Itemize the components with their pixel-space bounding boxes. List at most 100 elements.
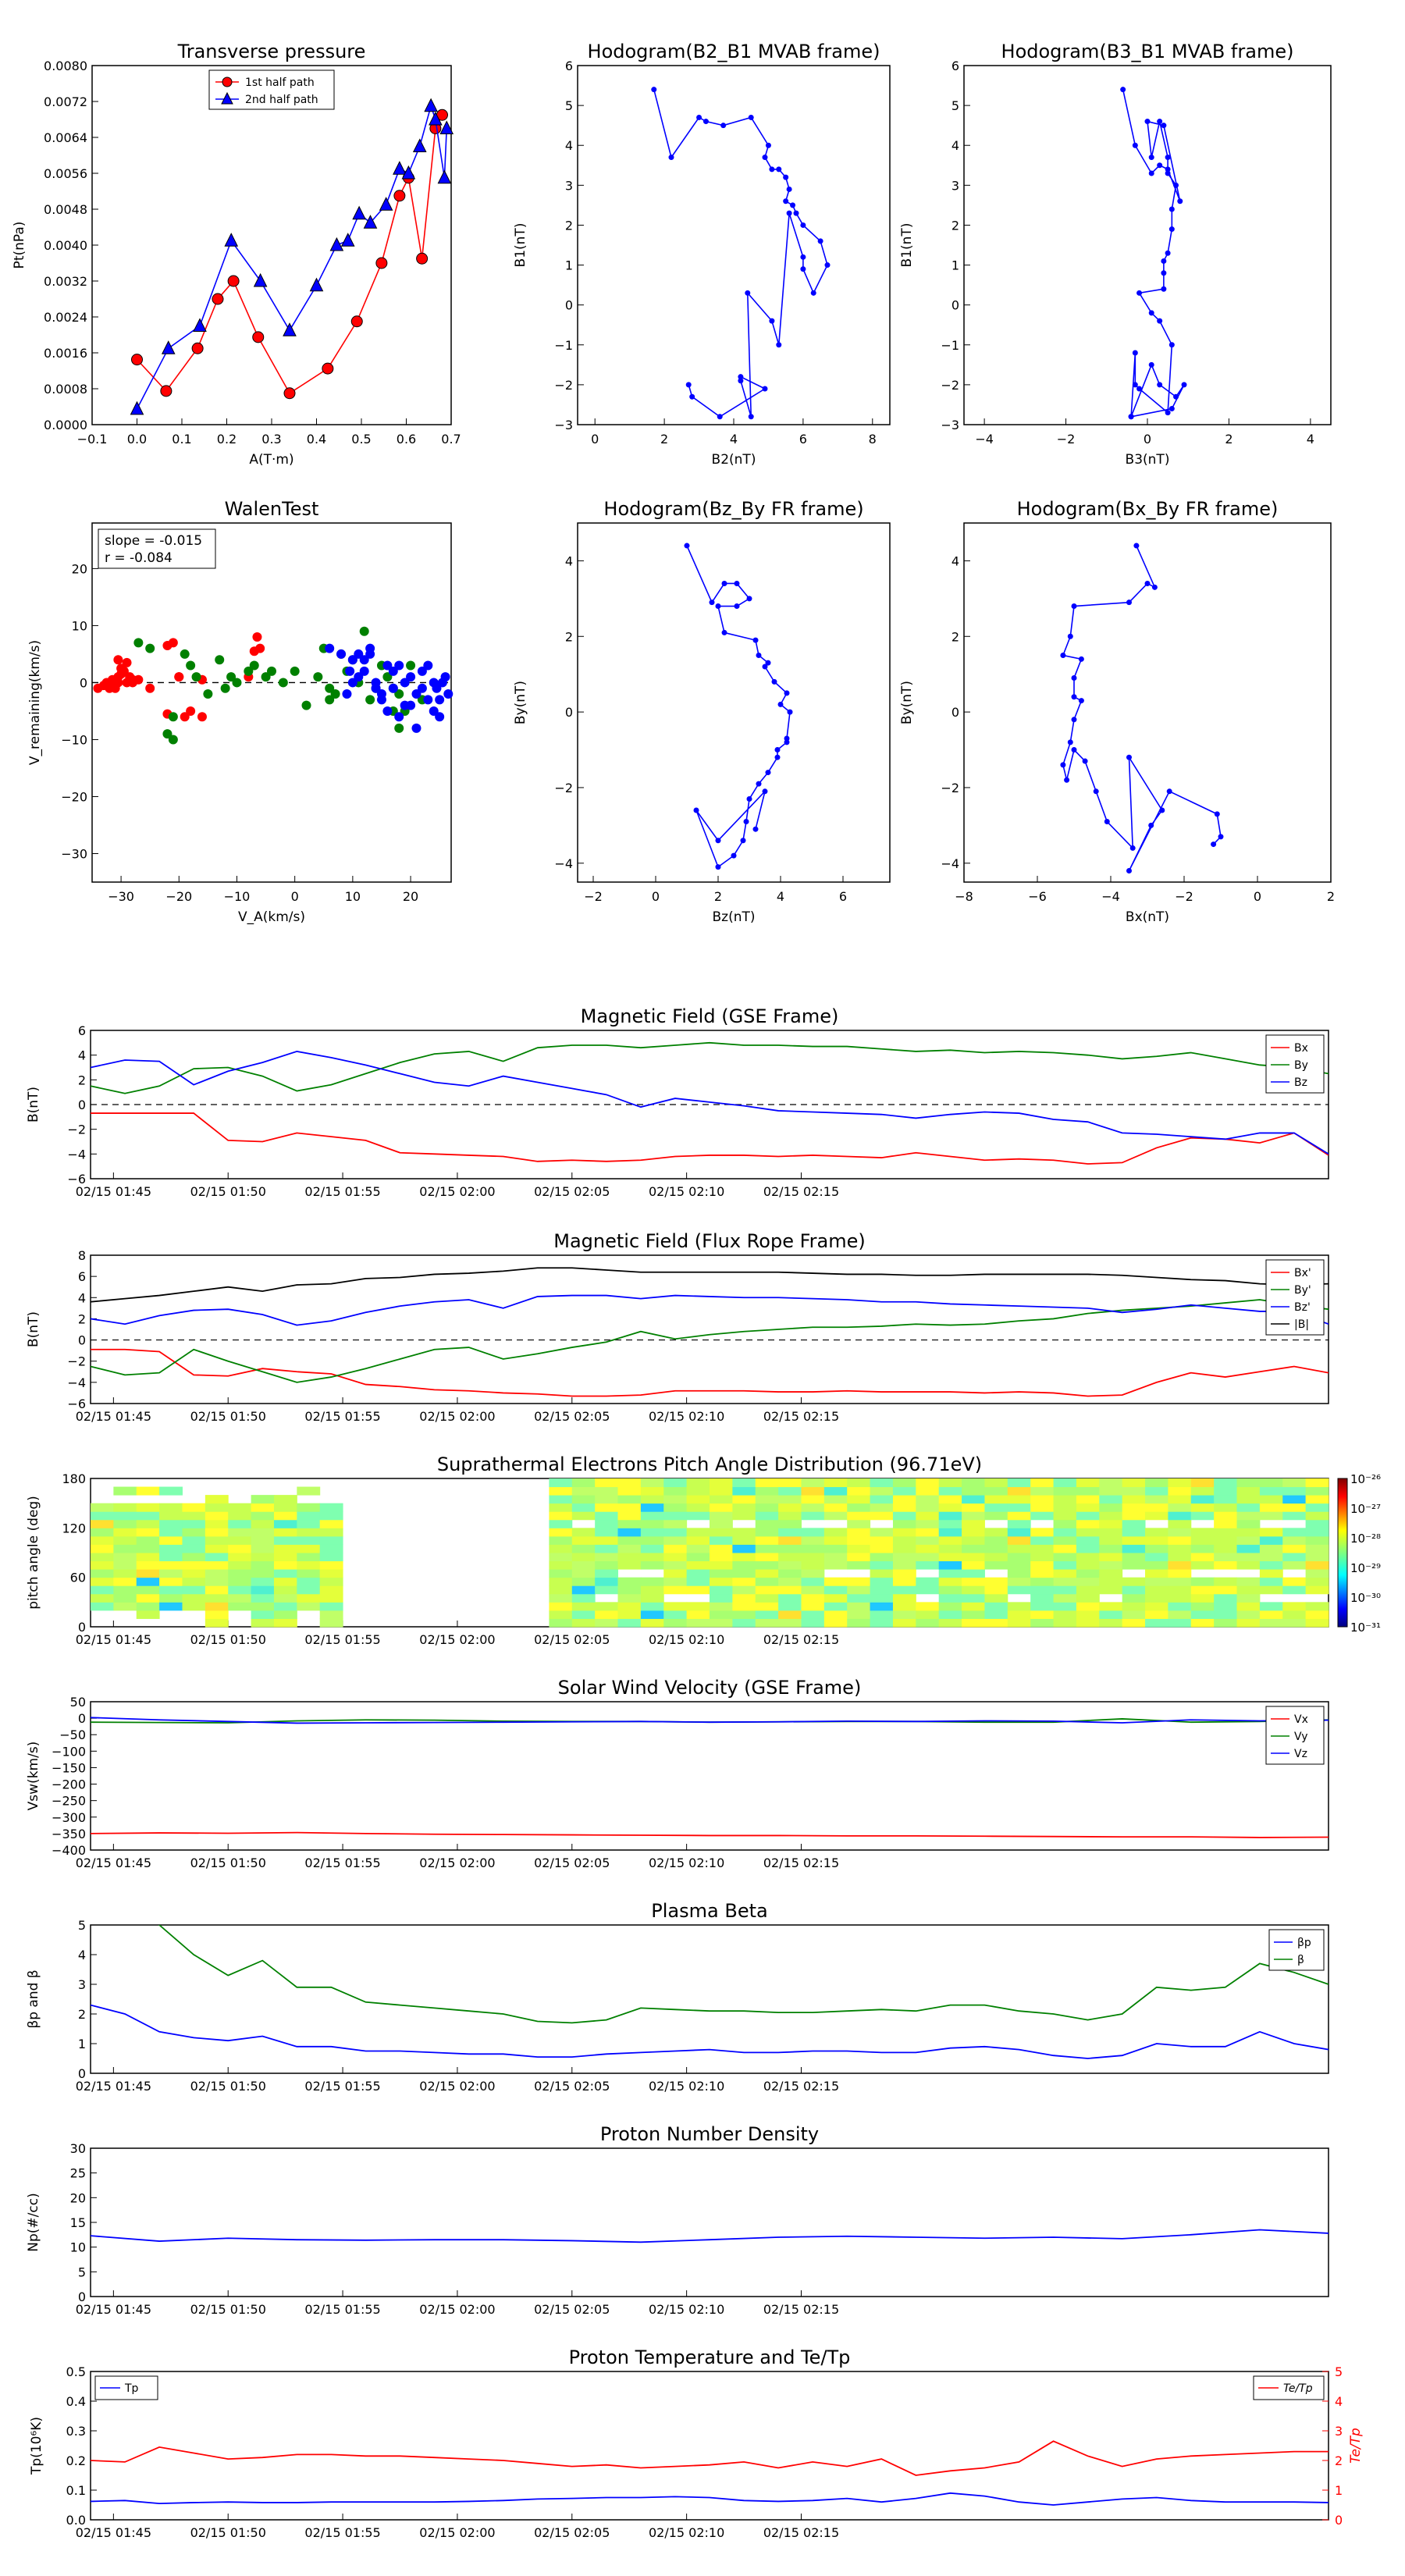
heatmap-cell [755, 1553, 779, 1562]
heatmap-cell [205, 1503, 229, 1512]
heatmap-cell [916, 1553, 940, 1562]
heatmap-cell [205, 1495, 229, 1504]
heatmap-cell [823, 1585, 848, 1595]
heatmap-cell [1030, 1569, 1055, 1578]
series-0 [684, 543, 793, 870]
x-tick-label: −4 [1101, 889, 1120, 904]
x-tick-label: 02/15 01:55 [304, 1632, 380, 1647]
heatmap-cell [228, 1544, 252, 1553]
heatmap-cell [778, 1569, 802, 1578]
heatmap-cell [1236, 1553, 1261, 1562]
y-tick-label: 5 [951, 98, 959, 113]
heatmap-cell [640, 1519, 664, 1528]
heatmap-cell [251, 1577, 275, 1586]
heatmap-cell [1168, 1560, 1192, 1570]
x-tick-label: 02/15 01:45 [76, 1856, 151, 1870]
x-tick-label: 4 [1307, 432, 1314, 447]
heatmap-cell [1053, 1560, 1077, 1570]
heatmap-cell [847, 1511, 871, 1521]
heatmap-cell [663, 1618, 688, 1628]
heatmap-cell [892, 1618, 916, 1628]
data-point [359, 626, 369, 636]
chart-title: WalenTest [225, 498, 319, 520]
heatmap-cell [595, 1602, 619, 1611]
data-point [1071, 747, 1077, 753]
heatmap-cell [571, 1511, 596, 1521]
heatmap-cell [251, 1535, 275, 1545]
heatmap-cell [1305, 1544, 1329, 1553]
data-point [180, 712, 190, 722]
heatmap-cell [319, 1618, 343, 1628]
heatmap-cell [273, 1503, 297, 1512]
panel-h2: Hodogram(B3_B1 MVAB frame) −4 −2 0 2 4 −3 −2 −1 0… [899, 41, 1332, 468]
data-point [340, 233, 355, 247]
heatmap-cell [984, 1585, 1008, 1595]
data-point [1165, 166, 1171, 173]
heatmap-cell [1145, 1577, 1168, 1586]
heatmap-cell [847, 1503, 871, 1512]
heatmap-cell [686, 1511, 710, 1521]
data-point [325, 695, 335, 705]
heatmap-cell [640, 1503, 664, 1512]
heatmap-cell [113, 1528, 137, 1537]
y-axis-label: B1(nT) [899, 223, 915, 268]
heatmap-cell [962, 1602, 985, 1611]
data-point [786, 210, 792, 216]
data-point [731, 852, 737, 859]
heatmap-cell [892, 1478, 916, 1488]
y-tick-label: 1 [951, 258, 959, 273]
heatmap-cell [663, 1544, 688, 1553]
heatmap-cell [1236, 1503, 1261, 1512]
heatmap-cell [892, 1503, 916, 1512]
x-tick-label: 02/15 01:55 [304, 1184, 380, 1199]
y-tick-label: −2 [941, 378, 959, 393]
heatmap-cell [251, 1528, 275, 1537]
heatmap-cell [319, 1528, 343, 1537]
data-point [756, 781, 762, 787]
heatmap-cell [1145, 1618, 1168, 1628]
heatmap-cell [228, 1503, 252, 1512]
data-point [253, 272, 268, 287]
heatmap-cell [892, 1495, 916, 1504]
data-point [354, 672, 364, 682]
data-point [412, 138, 427, 152]
heatmap-cell [273, 1593, 297, 1603]
heatmap-cell [847, 1478, 871, 1488]
heatmap-cell [732, 1618, 756, 1628]
legend-label: Vy [1294, 1731, 1308, 1743]
y-axis-label: Vsw(km/s) [26, 1742, 41, 1811]
heatmap-cell [228, 1553, 252, 1562]
y2-axis-label: Te/Tp [1348, 2428, 1364, 2464]
heatmap-cell [297, 1560, 321, 1570]
x-tick-label: 02/15 02:10 [649, 1856, 724, 1870]
data-point [746, 596, 752, 602]
heatmap-cell [1236, 1519, 1261, 1528]
heatmap-cell [319, 1569, 343, 1578]
heatmap-cell [686, 1486, 710, 1496]
heatmap-cell [91, 1535, 114, 1545]
heatmap-cell [297, 1519, 321, 1528]
data-point [1148, 361, 1154, 368]
heatmap-cell [1168, 1511, 1192, 1521]
series-line [1062, 545, 1222, 871]
heatmap-cell [1122, 1544, 1146, 1553]
heatmap-cell [136, 1569, 160, 1578]
data-point [762, 386, 768, 392]
heatmap-cell [1099, 1511, 1123, 1521]
heatmap-cell [319, 1519, 343, 1528]
y-tick-label: −3 [554, 418, 573, 432]
series-line-bx [91, 1112, 1329, 1165]
heatmap-cell [205, 1519, 229, 1528]
data-point [1071, 675, 1077, 681]
heatmap-cell [801, 1577, 825, 1586]
heatmap-cell [1076, 1577, 1100, 1586]
y-tick-label: −3 [941, 418, 959, 432]
heatmap-cell [801, 1610, 825, 1619]
heatmap-cell [892, 1585, 916, 1595]
series-line-- [158, 1925, 1329, 2024]
heatmap-cell [778, 1528, 802, 1537]
heatmap-cell [1305, 1519, 1329, 1528]
heatmap-cell [686, 1560, 710, 1570]
heatmap-cell [1168, 1478, 1192, 1488]
heatmap-cell [595, 1610, 619, 1619]
